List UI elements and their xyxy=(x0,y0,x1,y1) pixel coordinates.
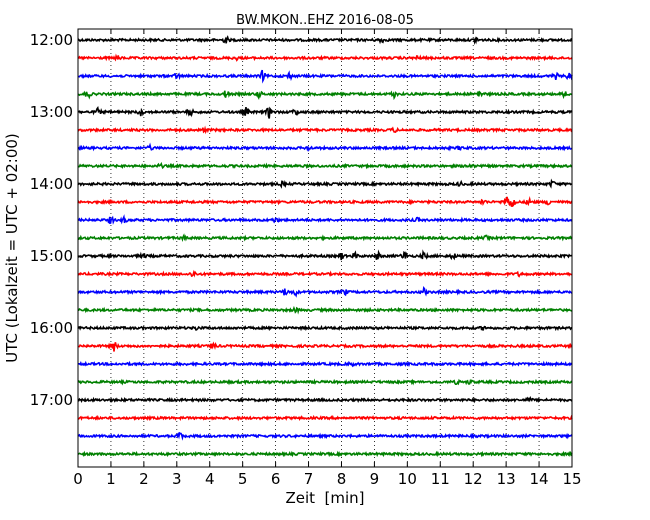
x-tick-label: 7 xyxy=(304,470,314,488)
trace-1600 xyxy=(77,324,573,332)
y-axis: 12:00 13:00 14:00 15:00 16:00 17:00 xyxy=(30,31,572,409)
trace-1515 xyxy=(77,269,573,278)
trace-1615 xyxy=(77,341,573,352)
trace-1315 xyxy=(77,125,573,135)
x-tick-label: 8 xyxy=(337,470,347,488)
x-tick-label: 4 xyxy=(205,470,215,488)
y-tick-label: 13:00 xyxy=(30,103,73,121)
trace-1500 xyxy=(77,249,573,261)
x-tick-label: 5 xyxy=(238,470,248,488)
x-tick-label: 3 xyxy=(172,470,182,488)
chart-title: BW.MKON..EHZ 2016-08-05 xyxy=(236,13,414,28)
trace-1245 xyxy=(77,90,573,101)
trace-1645 xyxy=(77,378,573,386)
trace-1330 xyxy=(77,142,573,152)
trace-1215 xyxy=(77,53,573,62)
y-tick-label: 14:00 xyxy=(30,175,73,193)
trace-1715 xyxy=(77,414,573,422)
x-axis-label: Zeit [min] xyxy=(285,489,364,507)
seismogram-traces xyxy=(77,35,573,458)
x-tick-label: 10 xyxy=(398,470,417,488)
trace-1430 xyxy=(77,214,573,225)
trace-1545 xyxy=(78,305,573,315)
x-tick-label: 12 xyxy=(464,470,483,488)
x-tick-label: 1 xyxy=(106,470,116,488)
trace-1745 xyxy=(77,450,573,458)
y-axis-label: UTC (Lokalzeit = UTC + 02:00) xyxy=(3,133,21,363)
x-tick-label: 0 xyxy=(73,470,83,488)
trace-1230 xyxy=(77,69,573,84)
x-tick-label: 15 xyxy=(562,470,581,488)
plot-frame xyxy=(77,28,573,468)
trace-1700 xyxy=(77,395,573,404)
x-tick-label: 13 xyxy=(497,470,516,488)
x-tick-label: 9 xyxy=(370,470,380,488)
trace-1530 xyxy=(77,286,573,298)
x-axis: 0 1 2 3 4 5 6 7 8 9 10 11 12 13 14 15 xyxy=(73,29,582,488)
trace-1345 xyxy=(77,161,573,170)
x-tick-label: 14 xyxy=(530,470,549,488)
x-tick-label: 11 xyxy=(431,470,450,488)
trace-1445 xyxy=(77,233,573,243)
y-tick-label: 15:00 xyxy=(30,247,73,265)
trace-1400 xyxy=(77,178,573,189)
trace-1730 xyxy=(77,431,573,441)
y-tick-label: 17:00 xyxy=(30,391,73,409)
trace-1300 xyxy=(77,106,573,119)
trace-1200 xyxy=(77,35,573,46)
x-tick-label: 6 xyxy=(271,470,281,488)
y-tick-label: 12:00 xyxy=(30,31,73,49)
trace-1630 xyxy=(77,360,573,368)
x-tick-label: 2 xyxy=(139,470,149,488)
trace-1415 xyxy=(77,196,573,208)
y-tick-label: 16:00 xyxy=(30,319,73,337)
